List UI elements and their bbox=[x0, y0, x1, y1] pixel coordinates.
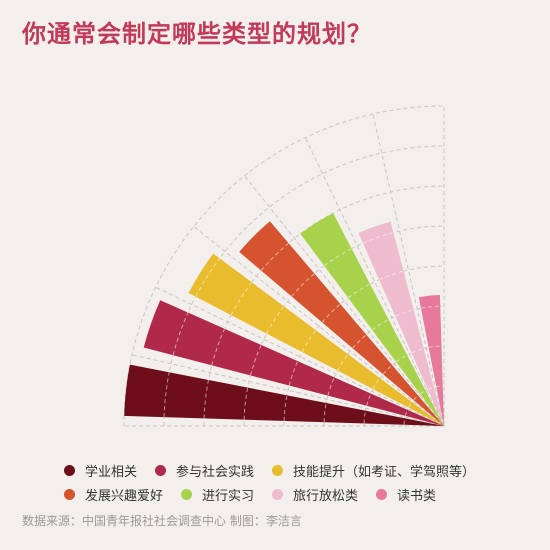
bar-ring bbox=[327, 377, 335, 396]
legend-row: 发展兴趣爱好 进行实习 旅行放松类 读书类 bbox=[64, 482, 534, 506]
bar-ring bbox=[203, 379, 209, 419]
bar-ring bbox=[362, 232, 394, 244]
legend-item: 进行实习 bbox=[181, 485, 254, 504]
grid-radial-line bbox=[155, 286, 445, 427]
legend-row: 学业相关 参与社会实践 技能提升（如考证、学驾照等） bbox=[64, 458, 534, 482]
bar-ring bbox=[408, 401, 413, 408]
grid-arc bbox=[163, 145, 445, 427]
bar-ring bbox=[404, 409, 408, 417]
legend-label: 旅行放松类 bbox=[293, 488, 359, 504]
bar-ring bbox=[378, 270, 404, 281]
bar-ring bbox=[288, 360, 299, 386]
bar-inner-rings bbox=[163, 232, 443, 425]
bar-3 bbox=[188, 253, 444, 426]
bar-ring bbox=[250, 344, 262, 376]
legend-item: 旅行放松类 bbox=[272, 485, 358, 504]
bar-ring bbox=[195, 258, 221, 297]
bar-ring bbox=[372, 377, 381, 390]
bar-ring bbox=[323, 402, 327, 423]
bar-ring bbox=[283, 395, 288, 422]
legend-label: 学业相关 bbox=[85, 464, 138, 480]
bar-4 bbox=[239, 221, 444, 426]
bar-ring bbox=[363, 410, 366, 424]
bar-ring bbox=[243, 387, 249, 420]
bar-ring bbox=[411, 348, 424, 354]
chart-title: 你通常会制定哪些类型的规划？ bbox=[22, 20, 372, 48]
legend-dot-icon bbox=[64, 488, 75, 500]
bar-ring bbox=[413, 395, 419, 401]
legend-label: 技能提升（如考证、学驾照等） bbox=[293, 464, 476, 480]
legend-item: 读书类 bbox=[376, 485, 436, 504]
legend-label: 发展兴趣爱好 bbox=[85, 488, 164, 504]
legend-dot-icon bbox=[155, 464, 167, 476]
bar-2 bbox=[143, 300, 444, 426]
legend-item: 发展兴趣爱好 bbox=[64, 485, 163, 504]
legend-dot-icon bbox=[64, 464, 75, 476]
grid-radial-line bbox=[131, 354, 445, 427]
bar-ring bbox=[420, 305, 441, 309]
legend-dot-icon bbox=[272, 464, 284, 476]
grid-radial-line bbox=[372, 113, 445, 427]
bar-ring bbox=[163, 372, 170, 418]
bar-ring bbox=[382, 364, 393, 375]
bar-ring bbox=[266, 306, 285, 334]
bar-ring bbox=[427, 386, 435, 390]
bar-ring bbox=[428, 345, 442, 348]
legend-item: 技能提升（如考证、学驾照等） bbox=[272, 461, 475, 480]
legend: 学业相关 参与社会实践 技能提升（如考证、学驾照等） 发展兴趣爱好 进行实习 旅行放松类 读… bbox=[64, 458, 534, 506]
bar-ring bbox=[260, 242, 289, 271]
grid-radial-line bbox=[193, 226, 445, 427]
bar-ring bbox=[419, 390, 426, 395]
legend-dot-icon bbox=[376, 488, 388, 500]
chart-grid bbox=[123, 105, 445, 427]
bar-ring bbox=[352, 334, 367, 349]
grid-arc bbox=[363, 345, 445, 427]
grid-arc bbox=[123, 105, 445, 427]
legend-item: 学业相关 bbox=[64, 461, 137, 480]
legend-label: 参与社会实践 bbox=[176, 464, 255, 480]
bar-6 bbox=[358, 221, 444, 426]
bar-ring bbox=[436, 385, 443, 388]
bar-ring bbox=[230, 281, 253, 316]
bar-ring bbox=[395, 309, 414, 317]
grid-radial-line bbox=[304, 137, 445, 427]
source-note: 数据来源：中国青年报社社会调查中心 制图：李洁言 bbox=[22, 514, 302, 528]
bar-ring bbox=[366, 393, 372, 406]
bar-ring bbox=[403, 418, 406, 425]
grid-arc bbox=[203, 185, 445, 427]
bar-ring bbox=[324, 248, 352, 267]
bar-5 bbox=[300, 213, 444, 426]
legend-label: 读书类 bbox=[397, 488, 437, 504]
bar-ring bbox=[321, 303, 341, 323]
bar-ring bbox=[337, 353, 349, 371]
bar-ring bbox=[211, 328, 226, 366]
bar-ring bbox=[347, 283, 371, 299]
legend-dot-icon bbox=[181, 488, 193, 500]
grid-radial-line bbox=[244, 175, 445, 427]
bar-ring bbox=[371, 319, 389, 331]
bar-ring bbox=[301, 329, 317, 353]
legend-item: 参与社会实践 bbox=[155, 461, 254, 480]
bar-ring bbox=[172, 312, 189, 356]
bar-7 bbox=[418, 294, 444, 426]
chart-bars bbox=[124, 213, 444, 426]
bar-ring bbox=[395, 354, 408, 363]
legend-dot-icon bbox=[272, 488, 284, 500]
legend-label: 进行实习 bbox=[202, 488, 255, 504]
bar-ring bbox=[291, 273, 315, 297]
